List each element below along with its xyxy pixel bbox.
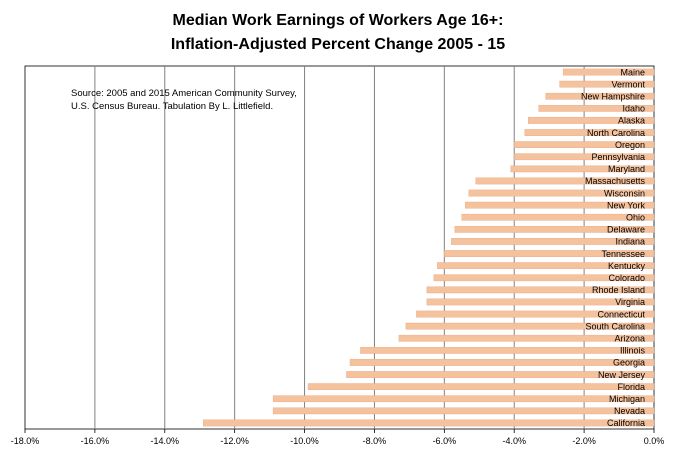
bar (426, 286, 655, 294)
bar (203, 419, 655, 427)
bar (437, 262, 655, 269)
category-label: Kentucky (608, 261, 646, 271)
chart-title-line-1: Median Work Earnings of Workers Age 16+: (172, 12, 504, 29)
x-tick-label: -2.0% (572, 436, 596, 446)
chart-title-line-2: Inflation-Adjusted Percent Change 2005 -… (170, 36, 506, 53)
x-tick-label: -8.0% (363, 436, 387, 446)
category-label: New Jersey (598, 370, 646, 380)
category-label: South Carolina (585, 321, 645, 331)
x-tick-label: -18.0% (11, 436, 40, 446)
category-label: Illinois (620, 346, 646, 356)
category-label: Tennessee (601, 249, 645, 259)
bar (562, 68, 655, 76)
plot-frame (24, 65, 655, 430)
bar (528, 117, 655, 124)
bar (416, 310, 655, 318)
category-label: Maine (620, 67, 645, 77)
category-label: North Carolina (587, 128, 645, 138)
bar (514, 141, 655, 148)
x-tick-label: -4.0% (502, 436, 526, 446)
bar (468, 189, 655, 197)
category-label: Florida (617, 382, 645, 392)
bar (272, 395, 655, 403)
bar (475, 177, 655, 185)
bar (307, 383, 655, 390)
category-label: Wisconsin (604, 188, 645, 198)
category-label: Idaho (622, 104, 645, 114)
bar (545, 92, 655, 100)
x-tick-label: 0.0% (644, 436, 665, 446)
bar (538, 105, 655, 112)
x-tick-label: -12.0% (220, 436, 249, 446)
bar (398, 334, 655, 342)
bar (360, 347, 655, 354)
category-label: New York (607, 200, 646, 210)
bar (349, 359, 655, 366)
category-label: Oregon (615, 140, 645, 150)
category-label: Ohio (626, 212, 645, 222)
category-label: Massachusetts (585, 176, 646, 186)
bar (510, 165, 655, 173)
bar (514, 153, 655, 161)
x-tick-label: -14.0% (151, 436, 180, 446)
category-label: Rhode Island (592, 285, 645, 295)
bar (454, 226, 655, 233)
category-label: New Hampshire (581, 91, 645, 101)
category-label: Vermont (611, 79, 645, 89)
bar (405, 322, 655, 330)
bar (461, 213, 655, 221)
category-label: Maryland (608, 164, 645, 174)
bar (426, 298, 655, 306)
bar (346, 371, 655, 378)
x-tick-label: -16.0% (81, 436, 110, 446)
bar (524, 129, 655, 136)
category-label: Michigan (609, 394, 645, 404)
category-label: Indiana (615, 237, 645, 247)
category-label: Colorado (608, 273, 645, 283)
bar (465, 201, 655, 209)
bar (433, 274, 655, 282)
bar (272, 407, 655, 415)
source-note-line: U.S. Census Bureau. Tabulation By L. Lit… (71, 101, 273, 112)
x-tick-label: -10.0% (290, 436, 319, 446)
category-label: Delaware (607, 225, 645, 235)
bar (559, 80, 655, 88)
category-label: Virginia (615, 297, 645, 307)
category-label: Alaska (618, 116, 645, 126)
category-label: Connecticut (597, 309, 645, 319)
bar (444, 250, 655, 257)
category-label: California (607, 418, 645, 428)
category-label: Arizona (614, 333, 645, 343)
category-label: Georgia (613, 358, 645, 368)
source-note-line: Source: 2005 and 2015 American Community… (71, 88, 297, 99)
x-tick-label: -6.0% (433, 436, 457, 446)
category-label: Pennsylvania (591, 152, 645, 162)
bar (451, 238, 655, 245)
category-label: Nevada (614, 406, 645, 416)
